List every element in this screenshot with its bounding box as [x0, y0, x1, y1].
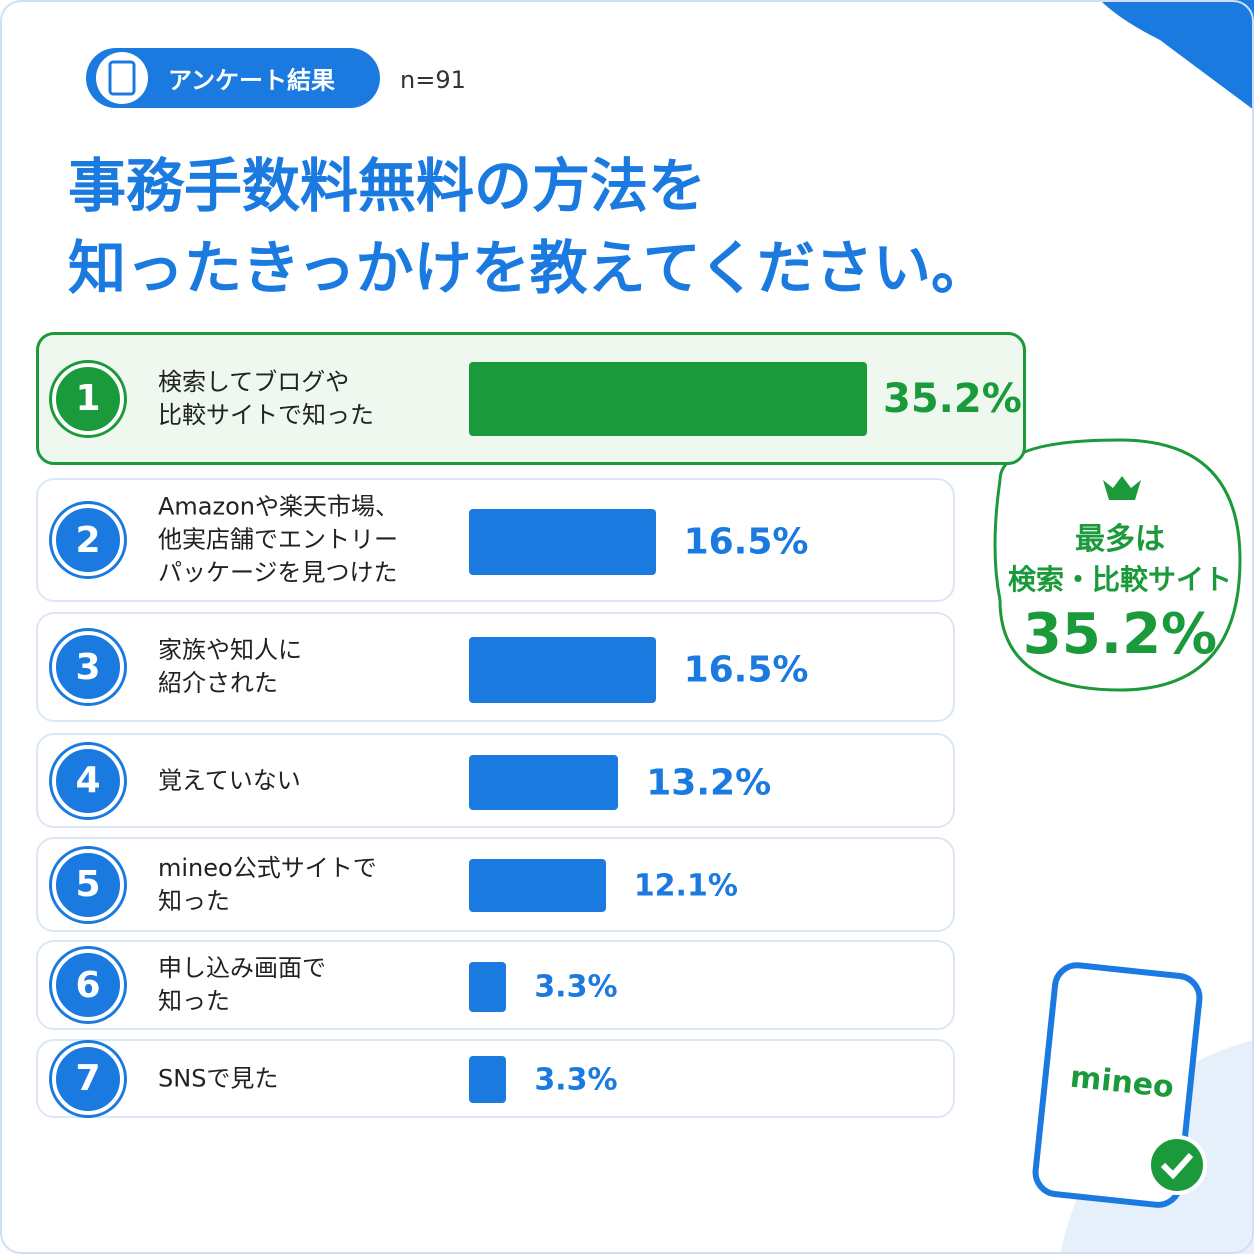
sample-size: n=91 — [400, 66, 466, 94]
value-label: 16.5% — [683, 521, 809, 563]
rank-badge: 4 — [52, 744, 124, 817]
rank-badge: 6 — [52, 949, 124, 1021]
category-label: Amazonや楽天市場、 他実店舗でエントリー パッケージを見つけた — [158, 492, 399, 587]
callout-value: 35.2% — [1022, 602, 1218, 667]
value-label: 12.1% — [633, 868, 738, 903]
badge: アンケート結果 — [168, 66, 336, 95]
rank-badge: 1 — [52, 362, 124, 435]
title-line: 知ったきっかけを教えてください。 — [68, 234, 990, 302]
category-label: 検索してブログや 比較サイトで知った — [158, 367, 374, 429]
category-label: 申し込み画面で 知った — [158, 954, 326, 1015]
rank-badge: 5 — [52, 848, 124, 921]
title: 事務手数料無料の方法を 知ったきっかけを教えてください。 — [68, 145, 989, 309]
category-label: 覚えていない — [158, 766, 301, 794]
value-label: 35.2% — [883, 376, 1022, 422]
callout: 最多は 検索・比較サイト 35.2% — [1000, 520, 1240, 670]
value-label: 13.2% — [646, 762, 772, 803]
value-label: 3.3% — [534, 1062, 618, 1097]
category-label: SNSで見た — [158, 1064, 279, 1092]
category-label: 家族や知人に 紹介された — [158, 636, 302, 697]
rank-badge: 7 — [52, 1042, 124, 1115]
bar — [469, 962, 507, 1012]
value-label: 3.3% — [534, 969, 618, 1005]
title-line: 事務手数料無料の方法を — [68, 152, 707, 220]
bar — [469, 859, 606, 912]
rank-badge: 3 — [52, 631, 124, 703]
bar — [469, 755, 619, 810]
bar — [469, 362, 867, 436]
value-label: 16.5% — [683, 649, 809, 691]
callout-line: 検索・比較サイト — [1007, 563, 1232, 596]
bar — [469, 637, 656, 703]
callout-line: 最多は — [1075, 522, 1165, 557]
bar — [469, 509, 656, 575]
rank-badge: 2 — [52, 504, 124, 576]
category-label: mineo公式サイトで 知った — [158, 853, 377, 915]
bar — [469, 1056, 507, 1103]
